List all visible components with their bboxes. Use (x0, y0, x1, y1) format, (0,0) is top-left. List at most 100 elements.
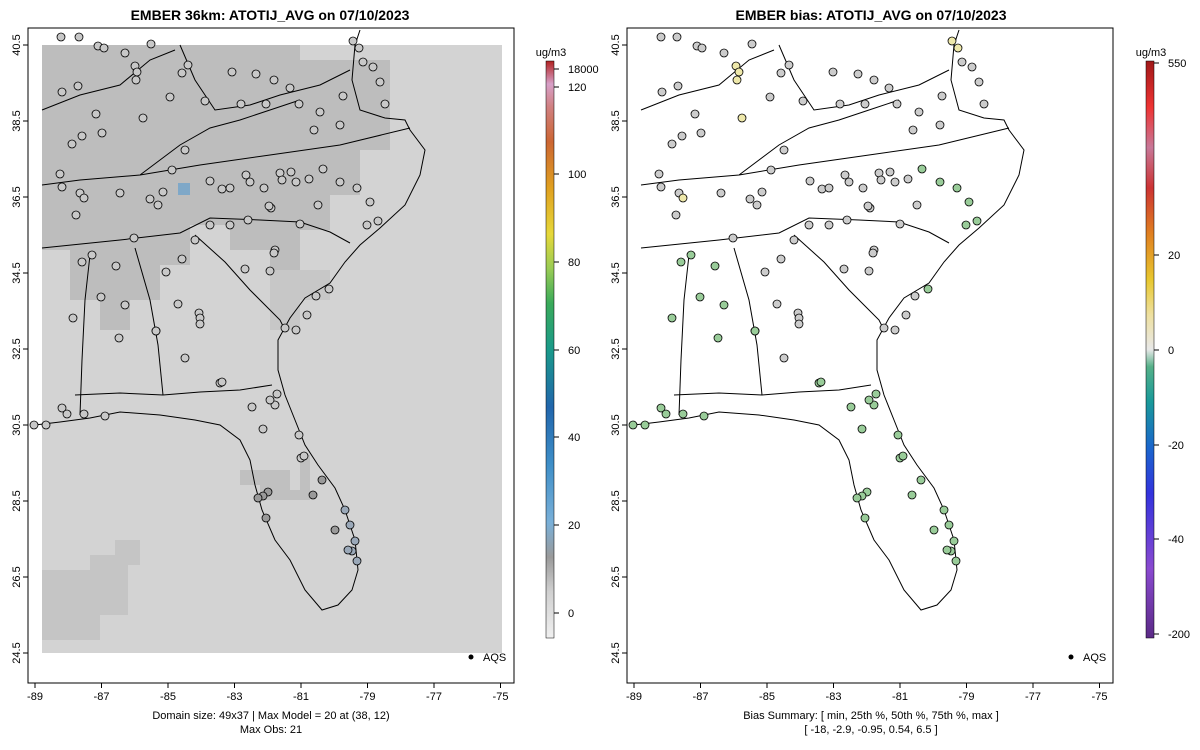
aqs-site-marker (145, 194, 155, 204)
aqs-site-marker (673, 81, 683, 91)
aqs-site-marker (828, 67, 838, 77)
state-boundary-ky-tn (640, 49, 775, 111)
aqs-site-marker (789, 235, 799, 245)
y-tick-label: 38.5 (11, 110, 23, 131)
right-panel-title: EMBER bias: ATOTIJ_AVG on 07/10/2023 (735, 7, 1006, 23)
aqs-site-marker (952, 183, 962, 193)
aqs-site-marker (868, 248, 878, 258)
aqs-site-marker (340, 505, 350, 515)
aqs-site-marker (345, 520, 355, 530)
aqs-site-marker (280, 323, 290, 333)
right-footer-line1: Bias Summary: [ min, 25th %, 50th %, 75t… (743, 710, 999, 722)
aqs-site-marker (656, 182, 666, 192)
left-footer-line2: Max Obs: 21 (240, 724, 302, 736)
aqs-site-marker (699, 411, 709, 421)
aqs-site-marker (842, 215, 852, 225)
aqs-site-marker (73, 81, 83, 91)
aqs-site-marker (732, 75, 742, 85)
state-boundary-va-internal (139, 99, 301, 176)
aqs-site-marker (844, 177, 854, 187)
aqs-site-marker (824, 220, 834, 230)
aqs-site-marker (57, 182, 67, 192)
aqs-site-marker (910, 291, 920, 301)
aqs-site-marker (375, 77, 385, 87)
colorbar-tick-label: 100 (568, 169, 586, 181)
aqs-site-marker (916, 475, 926, 485)
colorbar-tick-label: 20 (568, 520, 580, 532)
aqs-site-marker (840, 170, 850, 180)
aqs-site-marker (766, 165, 776, 175)
x-tick-label: -87 (693, 691, 709, 703)
aqs-site-marker (719, 300, 729, 310)
model-grid-mid-region (270, 270, 330, 330)
aqs-site-marker (285, 83, 295, 93)
x-tick-label: -77 (1025, 691, 1041, 703)
left-y-axis: 40.5 38.5 36.5 34.5 32.5 30.5 28.5 26.5 24.5 (11, 34, 29, 664)
aqs-site-marker (974, 77, 984, 87)
left-x-axis: -89 -87 -85 -83 -81 -79 -77 -75 (27, 682, 508, 703)
aqs-site-marker (165, 92, 175, 102)
aqs-site-marker (914, 107, 924, 117)
aqs-site-marker (657, 87, 667, 97)
y-tick-label: 30.5 (11, 414, 23, 435)
state-boundary-fl-ga (74, 384, 273, 396)
aqs-site-marker (299, 451, 309, 461)
state-boundary-north (41, 127, 411, 186)
aqs-site-marker (330, 525, 340, 535)
aqs-site-marker (678, 409, 688, 419)
x-tick-label: -81 (892, 691, 908, 703)
left-panel-title: EMBER 36km: ATOTIJ_AVG on 07/10/2023 (131, 7, 410, 23)
state-boundary-wv (179, 44, 351, 111)
state-boundary-north (640, 127, 1010, 186)
aqs-site-marker (765, 92, 775, 102)
colorbar-tick-label: -20 (1168, 440, 1184, 452)
aqs-site-marker (291, 325, 301, 335)
aqs-site-marker (776, 254, 786, 264)
aqs-site-marker (265, 266, 275, 276)
aqs-site-marker (183, 60, 193, 70)
aqs-site-marker (752, 200, 762, 210)
aqs-site-marker (315, 107, 325, 117)
x-tick-label: -85 (160, 691, 176, 703)
right-x-axis: -89 -87 -85 -83 -81 -79 -77 -75 (626, 682, 1107, 703)
aqs-site-marker (217, 184, 227, 194)
aqs-site-marker (654, 169, 664, 179)
colorbar-tick-label: 0 (1168, 345, 1174, 357)
aqs-site-marker (79, 193, 89, 203)
aqs-site-marker (115, 188, 125, 198)
aqs-site-marker (898, 451, 908, 461)
aqs-site-marker (863, 201, 873, 211)
aqs-site-marker (161, 267, 171, 277)
y-tick-label: 36.5 (610, 186, 622, 207)
aqs-site-marker (942, 545, 952, 555)
aqs-site-marker (291, 177, 301, 187)
aqs-site-marker (129, 233, 139, 243)
aqs-site-marker (949, 536, 959, 546)
aqs-site-marker (177, 68, 187, 78)
aqs-site-marker (935, 120, 945, 130)
y-tick-label: 28.5 (11, 490, 23, 511)
aqs-site-marker (251, 69, 261, 79)
aqs-site-marker (816, 377, 826, 387)
aqs-site-marker (864, 395, 874, 405)
aqs-site-marker (719, 48, 729, 58)
right-colorbar: ug/m3 550 20 0 -20 -40 -200 (1136, 47, 1190, 641)
aqs-site-marker (824, 183, 834, 193)
aqs-site-marker (979, 99, 989, 109)
aqs-site-marker (295, 219, 305, 229)
aqs-site-marker (776, 68, 786, 78)
aqs-sites-right (628, 32, 989, 566)
aqs-site-marker (772, 299, 782, 309)
aqs-site-marker (261, 513, 271, 523)
aqs-site-marker (798, 96, 808, 106)
aqs-site-marker (893, 430, 903, 440)
map-boundaries-left (34, 29, 426, 611)
aqs-site-marker (656, 32, 666, 42)
right-colorbar-labels: 550 20 0 -20 -40 -200 (1154, 58, 1190, 641)
aqs-site-marker (380, 99, 390, 109)
state-boundary-ms-al (79, 254, 91, 416)
aqs-site-marker (200, 96, 210, 106)
aqs-site-marker (241, 170, 251, 180)
y-tick-label: 34.5 (11, 262, 23, 283)
